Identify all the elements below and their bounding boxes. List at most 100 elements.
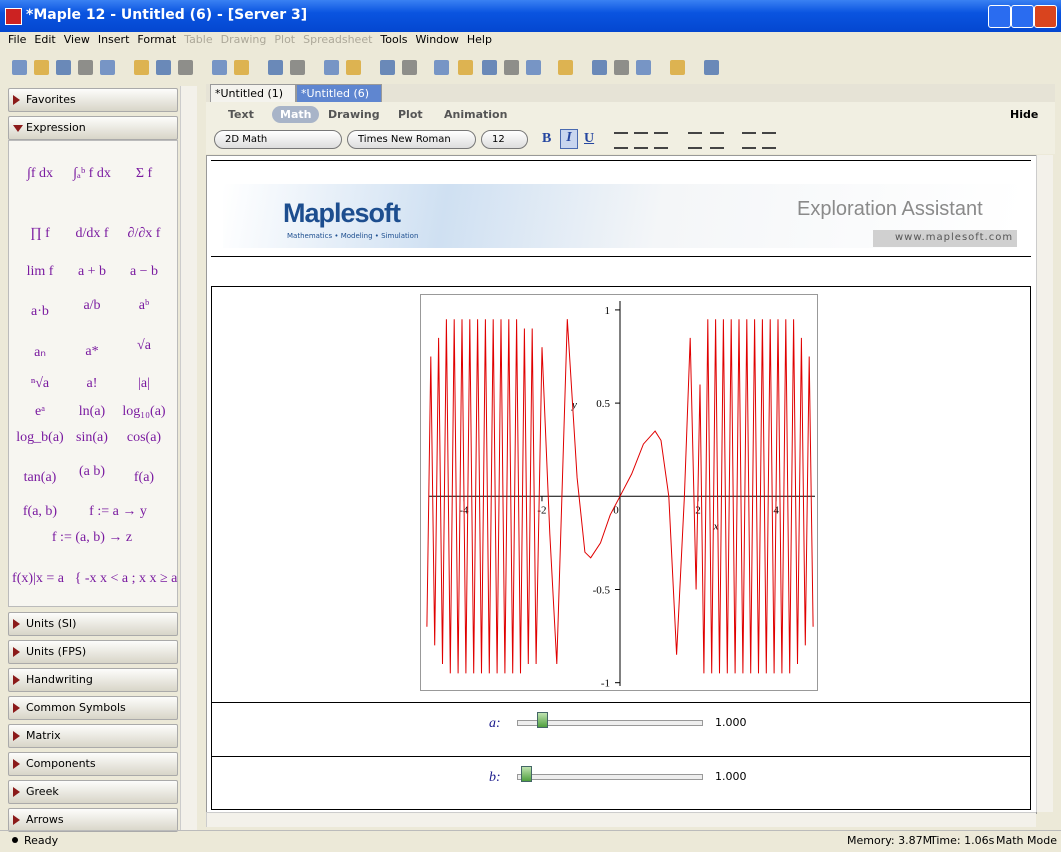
palette-item[interactable]: f := (a, b) → z xyxy=(51,530,133,545)
toolbar-button[interactable] xyxy=(34,60,49,75)
palette-item[interactable]: a + b xyxy=(77,264,107,279)
maximize-button[interactable] xyxy=(1011,5,1034,28)
toolbar-button[interactable] xyxy=(380,60,395,75)
palette-item[interactable]: ∏ f xyxy=(30,226,50,241)
toolbar-button[interactable] xyxy=(324,60,339,75)
minimize-button[interactable] xyxy=(988,5,1011,28)
format-button[interactable] xyxy=(710,132,724,149)
palette-item[interactable]: f(x)|x = a xyxy=(12,571,64,586)
palette-item[interactable]: ∫ₐᵇ f dx xyxy=(73,166,111,181)
format-button[interactable] xyxy=(654,132,668,149)
toolbar-button[interactable] xyxy=(434,60,449,75)
menu-item[interactable]: Tools xyxy=(380,33,408,46)
slider-track[interactable] xyxy=(517,720,703,726)
mode-tab[interactable]: Math xyxy=(272,106,320,123)
toolbar-button[interactable] xyxy=(402,60,417,75)
palette-item[interactable]: d/dx f xyxy=(75,226,109,241)
menu-item[interactable]: Spreadsheet xyxy=(303,33,373,46)
palette-item[interactable]: √a xyxy=(137,338,151,353)
menu-item[interactable]: Plot xyxy=(274,33,296,46)
palette-item[interactable]: |a| xyxy=(138,376,150,391)
palette-item[interactable]: ∂/∂x f xyxy=(127,226,161,241)
slider-thumb[interactable] xyxy=(521,766,532,782)
mode-tab[interactable]: Animation xyxy=(444,108,508,121)
toolbar-button[interactable] xyxy=(100,60,115,75)
mode-tab[interactable]: Text xyxy=(228,108,254,121)
palette-item[interactable]: aₙ xyxy=(34,345,46,360)
palette-item[interactable]: ⁿ√a xyxy=(30,376,50,391)
palette-item[interactable]: a − b xyxy=(129,264,159,279)
toolbar-button[interactable] xyxy=(670,60,685,75)
palette-item[interactable]: Σ f xyxy=(135,166,153,181)
palette-header[interactable]: Units (FPS) xyxy=(8,640,178,664)
palette-header[interactable]: Units (SI) xyxy=(8,612,178,636)
toolbar-button[interactable] xyxy=(504,60,519,75)
toolbar-button[interactable] xyxy=(12,60,27,75)
palette-item[interactable]: a/b xyxy=(83,298,101,313)
palette-item[interactable]: ln(a) xyxy=(78,404,106,419)
palette-item[interactable]: eᵃ xyxy=(34,404,46,419)
document-tab[interactable]: *Untitled (6) xyxy=(296,84,382,114)
palette-item[interactable]: a* xyxy=(85,344,99,359)
palette-item[interactable]: f(a, b) xyxy=(22,504,58,519)
menu-item[interactable]: View xyxy=(63,33,90,46)
size-dropdown[interactable]: 12 xyxy=(481,130,528,149)
toolbar-button[interactable] xyxy=(178,60,193,75)
toolbar-button[interactable] xyxy=(268,60,283,75)
palette-header[interactable]: Common Symbols xyxy=(8,696,178,720)
toolbar-button[interactable] xyxy=(156,60,171,75)
palette-item[interactable]: { -x x < a ; x x ≥ a xyxy=(74,571,178,586)
toolbar-button[interactable] xyxy=(458,60,473,75)
format-button[interactable] xyxy=(742,132,756,149)
menu-item[interactable]: Format xyxy=(137,33,177,46)
palette-item[interactable]: log_b(a) xyxy=(16,430,64,445)
style-dropdown[interactable]: 2D Math xyxy=(214,130,342,149)
slider-track[interactable] xyxy=(517,774,703,780)
menu-item[interactable]: Window xyxy=(415,33,459,46)
format-button[interactable] xyxy=(762,132,776,149)
palette-header[interactable]: Components xyxy=(8,752,178,776)
menu-item[interactable]: Drawing xyxy=(220,33,267,46)
toolbar-button[interactable] xyxy=(526,60,541,75)
palette-item[interactable]: lim f xyxy=(26,264,54,279)
font-dropdown[interactable]: Times New Roman xyxy=(347,130,476,149)
toolbar-button[interactable] xyxy=(78,60,93,75)
menu-item[interactable]: File xyxy=(8,33,27,46)
menu-item[interactable]: Edit xyxy=(34,33,56,46)
bold-button[interactable]: B xyxy=(542,131,552,146)
underline-button[interactable]: U xyxy=(584,131,595,146)
mode-tab[interactable]: Drawing xyxy=(328,108,380,121)
toolbar-button[interactable] xyxy=(346,60,361,75)
mode-tab[interactable]: Plot xyxy=(398,108,423,121)
close-button[interactable] xyxy=(1034,5,1057,28)
toolbar-button[interactable] xyxy=(704,60,719,75)
palette-item[interactable]: f(a) xyxy=(133,470,155,485)
palette-header[interactable]: Handwriting xyxy=(8,668,178,692)
hide-button[interactable]: Hide xyxy=(1010,108,1039,121)
palette-header[interactable]: Arrows xyxy=(8,808,178,832)
toolbar-button[interactable] xyxy=(56,60,71,75)
palette-item[interactable]: tan(a) xyxy=(23,470,57,485)
palette-header[interactable]: Greek xyxy=(8,780,178,804)
menu-item[interactable]: Help xyxy=(466,33,492,46)
document-scrollbar[interactable] xyxy=(1036,155,1053,812)
palette-item[interactable]: f := a → y xyxy=(89,504,147,519)
palette-scrollbar[interactable] xyxy=(180,86,197,830)
palette-item[interactable]: a! xyxy=(86,376,98,391)
horizontal-scrollbar[interactable] xyxy=(206,812,1036,827)
toolbar-button[interactable] xyxy=(636,60,651,75)
palette-header[interactable]: Favorites xyxy=(8,88,178,112)
palette-item[interactable]: sin(a) xyxy=(76,430,108,445)
format-button[interactable] xyxy=(634,132,648,149)
palette-item[interactable]: (a b) xyxy=(78,464,106,479)
palette-header[interactable]: Expression xyxy=(8,116,178,140)
toolbar-button[interactable] xyxy=(134,60,149,75)
toolbar-button[interactable] xyxy=(558,60,573,75)
menu-item[interactable]: Insert xyxy=(97,33,130,46)
menu-item[interactable]: Table xyxy=(184,33,213,46)
toolbar-button[interactable] xyxy=(212,60,227,75)
toolbar-button[interactable] xyxy=(290,60,305,75)
palette-item[interactable]: ∫f dx xyxy=(27,166,53,181)
toolbar-button[interactable] xyxy=(592,60,607,75)
slider-thumb[interactable] xyxy=(537,712,548,728)
